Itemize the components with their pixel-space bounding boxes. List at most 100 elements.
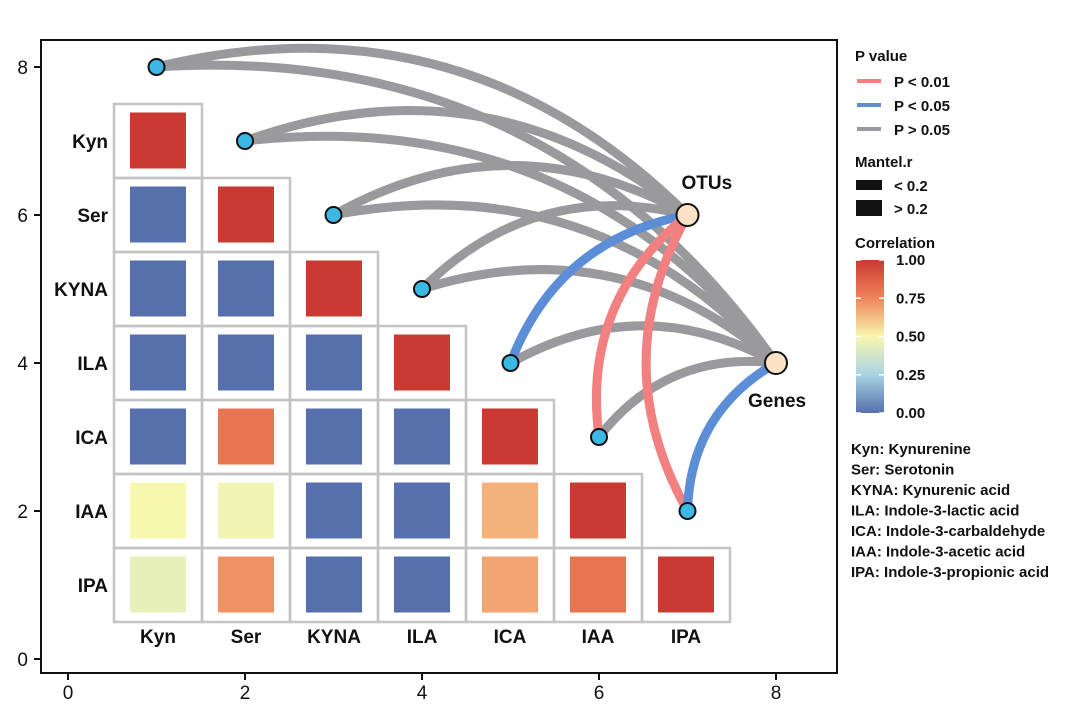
- correlation-square: [130, 408, 186, 465]
- column-label: Ser: [231, 627, 262, 648]
- abbreviation-list: Kyn: Kynurenine Ser: Serotonin KYNA: Kynur…: [851, 441, 1049, 581]
- metabolite-node: [236, 132, 254, 150]
- column-label: Kyn: [140, 627, 176, 648]
- metabolite-node: [324, 206, 343, 224]
- mantel-link: [417, 201, 692, 294]
- correlation-square: [306, 408, 362, 465]
- abbreviation-item: IPA: Indole-3-propionic acid: [851, 564, 1049, 581]
- x-tick-label: 4: [417, 683, 428, 704]
- y-tick-label: 6: [17, 206, 28, 227]
- column-label: ICA: [494, 627, 527, 648]
- metabolite-node: [413, 280, 431, 298]
- x-tick-label: 6: [594, 683, 605, 704]
- correlation-square: [306, 556, 362, 613]
- colorbar-tick-label: 1.00: [896, 252, 925, 269]
- correlation-square: [218, 186, 274, 243]
- correlation-square: [130, 482, 186, 539]
- column-label: IAA: [582, 627, 615, 648]
- correlation-square: [482, 556, 538, 613]
- mantel-thick-label: > 0.2: [894, 201, 928, 218]
- x-tick-label: 8: [771, 683, 782, 704]
- target-node: [675, 203, 700, 227]
- correlation-legend-title: Correlation: [855, 235, 935, 252]
- mantel-link: [592, 210, 692, 442]
- row-label: IAA: [75, 502, 108, 523]
- metabolite-node: [501, 354, 520, 372]
- correlation-square: [570, 556, 626, 613]
- correlation-square: [218, 556, 274, 613]
- correlation-square: [570, 482, 626, 539]
- p-value-label: P < 0.05: [894, 98, 950, 115]
- row-label: IPA: [78, 576, 109, 597]
- axes: 0 2 4 6 8 0 2 4 6 8: [17, 58, 781, 704]
- correlation-square: [130, 334, 186, 391]
- abbreviation-item: ICA: Indole-3-carbaldehyde: [851, 523, 1045, 540]
- p-value-legend-title: P value: [855, 48, 907, 65]
- variable-labels: Kyn Kyn Ser Ser KYNA KYNA ILA ILA ICA ICA IAA IAA IP…: [54, 132, 701, 648]
- correlation-square: [218, 482, 274, 539]
- correlation-square: [394, 334, 450, 391]
- mantel-link: [506, 321, 781, 368]
- mantel-link: [240, 106, 692, 220]
- correlation-square: [306, 482, 362, 539]
- mantel-link: [417, 265, 781, 368]
- abbreviation-item: IAA: Indole-3-acetic acid: [851, 544, 1025, 561]
- mantel-link: [506, 210, 692, 368]
- mantel-links: [152, 43, 781, 516]
- correlation-square: [130, 260, 186, 317]
- abbreviation-item: KYNA: Kynurenic acid: [851, 482, 1010, 499]
- correlation-square: [306, 334, 362, 391]
- row-label: ILA: [77, 354, 108, 375]
- mantel-link: [683, 358, 781, 516]
- correlation-square: [218, 408, 274, 465]
- mantel-link: [594, 356, 781, 442]
- row-label: Kyn: [72, 132, 108, 153]
- row-label: Ser: [77, 206, 108, 227]
- correlation-square: [306, 260, 362, 317]
- row-label: ICA: [75, 428, 108, 449]
- target-node-label: OTUs: [682, 173, 733, 194]
- y-tick-label: 0: [17, 650, 28, 671]
- mantel-thin-key: [856, 180, 882, 190]
- correlation-square: [218, 260, 274, 317]
- target-node-label: Genes: [748, 391, 806, 412]
- colorbar-tick-label: 0.50: [896, 329, 925, 346]
- metabolite-node: [678, 502, 697, 520]
- mantel-link: [152, 43, 692, 220]
- colorbar-tick-label: 0.25: [896, 367, 925, 384]
- mantel-link: [329, 200, 781, 368]
- network-nodes: OTUs Genes: [147, 58, 806, 520]
- metabolite-node: [147, 58, 166, 76]
- mantel-link: [240, 131, 781, 368]
- heatmap-cells: [112, 102, 732, 624]
- y-tick-label: 4: [17, 354, 28, 375]
- mantel-link: [329, 160, 692, 220]
- correlation-square: [482, 482, 538, 539]
- mantel-link: [641, 210, 692, 516]
- colorbar-tick-label: 0.00: [896, 405, 925, 422]
- correlation-square: [130, 112, 186, 169]
- correlation-square: [218, 334, 274, 391]
- grid-cell: [640, 546, 732, 624]
- p-value-label: P < 0.01: [894, 74, 950, 91]
- x-tick-label: 2: [240, 683, 251, 704]
- column-label: KYNA: [307, 627, 361, 648]
- p-value-label: P > 0.05: [894, 122, 950, 139]
- correlation-square: [394, 556, 450, 613]
- correlation-square: [658, 556, 714, 613]
- row-label: KYNA: [54, 280, 108, 301]
- correlation-square: [130, 556, 186, 613]
- mantel-thick-key: [856, 200, 882, 216]
- mantel-link: [152, 60, 781, 368]
- abbreviation-item: ILA: Indole-3-lactic acid: [851, 503, 1019, 520]
- mantel-thin-label: < 0.2: [894, 178, 928, 195]
- column-label: ILA: [407, 627, 438, 648]
- column-label: IPA: [671, 627, 702, 648]
- abbreviation-item: Kyn: Kynurenine: [851, 441, 971, 458]
- abbreviation-item: Ser: Serotonin: [851, 462, 954, 479]
- legend: P value P < 0.01 P < 0.05 P > 0.05 Mantel.…: [851, 48, 1049, 581]
- correlation-square: [394, 408, 450, 465]
- x-tick-label: 0: [63, 683, 74, 704]
- y-tick-label: 8: [17, 58, 28, 79]
